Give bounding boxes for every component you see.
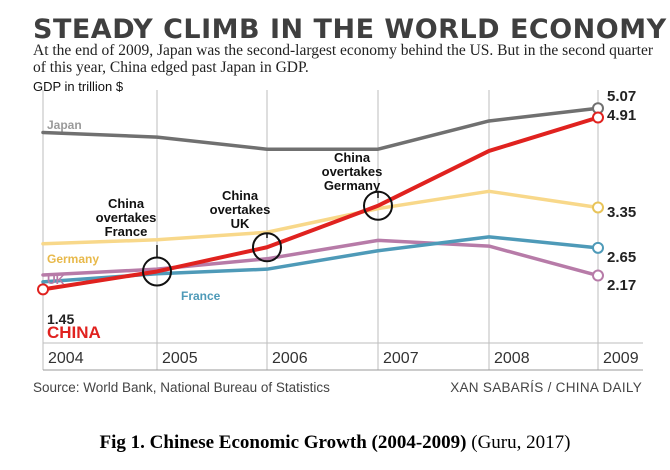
end-value-label: 3.35 xyxy=(607,204,636,221)
series-name-label: Germany xyxy=(47,252,99,266)
annotation-text: UK xyxy=(231,216,250,231)
x-tick-label: 2005 xyxy=(162,350,198,367)
end-marker xyxy=(592,241,604,254)
annotation-text: China xyxy=(108,196,145,211)
x-tick-label: 2006 xyxy=(272,350,308,367)
end-value-label: 2.17 xyxy=(607,277,636,294)
series-line-uk xyxy=(41,238,600,278)
start-marker xyxy=(37,283,49,296)
series-name-label: Japan xyxy=(47,118,82,132)
end-marker xyxy=(592,269,604,282)
chart-title: STEADY CLIMB IN THE WORLD ECONOMY xyxy=(33,14,667,45)
series-name-label: UK xyxy=(47,273,65,287)
series-line-japan xyxy=(41,106,600,151)
end-marker xyxy=(592,201,604,214)
x-tick-label: 2008 xyxy=(494,350,530,367)
end-value-label: 4.91 xyxy=(607,107,636,124)
annotation-text: China xyxy=(222,188,259,203)
figure-caption: Fig 1. Chinese Economic Growth (2004-200… xyxy=(0,432,670,454)
annotation-text: overtakes xyxy=(96,210,157,225)
chart-subtitle: At the end of 2009, Japan was the second… xyxy=(33,42,653,76)
x-tick-label: 2004 xyxy=(48,350,84,367)
annotation-text: overtakes xyxy=(322,164,383,179)
series-line-germany xyxy=(41,189,600,246)
x-tick-label: 2007 xyxy=(383,350,419,367)
end-value-label: 5.07 xyxy=(607,88,636,105)
x-tick-label: 2009 xyxy=(603,350,639,367)
series-name-label: CHINA xyxy=(47,323,101,342)
end-marker xyxy=(592,111,604,124)
annotation-text: France xyxy=(105,224,148,239)
start-value-label: 1.45 xyxy=(47,311,74,327)
annotation-text: Germany xyxy=(324,178,381,193)
caption-bold: Fig 1. Chinese Economic Growth (2004-200… xyxy=(99,432,467,453)
series-name-label: France xyxy=(181,289,221,303)
source-note: Source: World Bank, National Bureau of S… xyxy=(33,380,330,395)
caption-citation: (Guru, 2017) xyxy=(466,432,571,453)
annotation-text: China xyxy=(334,150,371,165)
credit-note: XAN SABARÍS / CHINA DAILY xyxy=(450,380,642,395)
end-value-label: 2.65 xyxy=(607,249,636,266)
series-line-china xyxy=(41,115,600,292)
annotation-text: overtakes xyxy=(210,202,271,217)
y-unit-label: GDP in trillion $ xyxy=(33,79,124,94)
